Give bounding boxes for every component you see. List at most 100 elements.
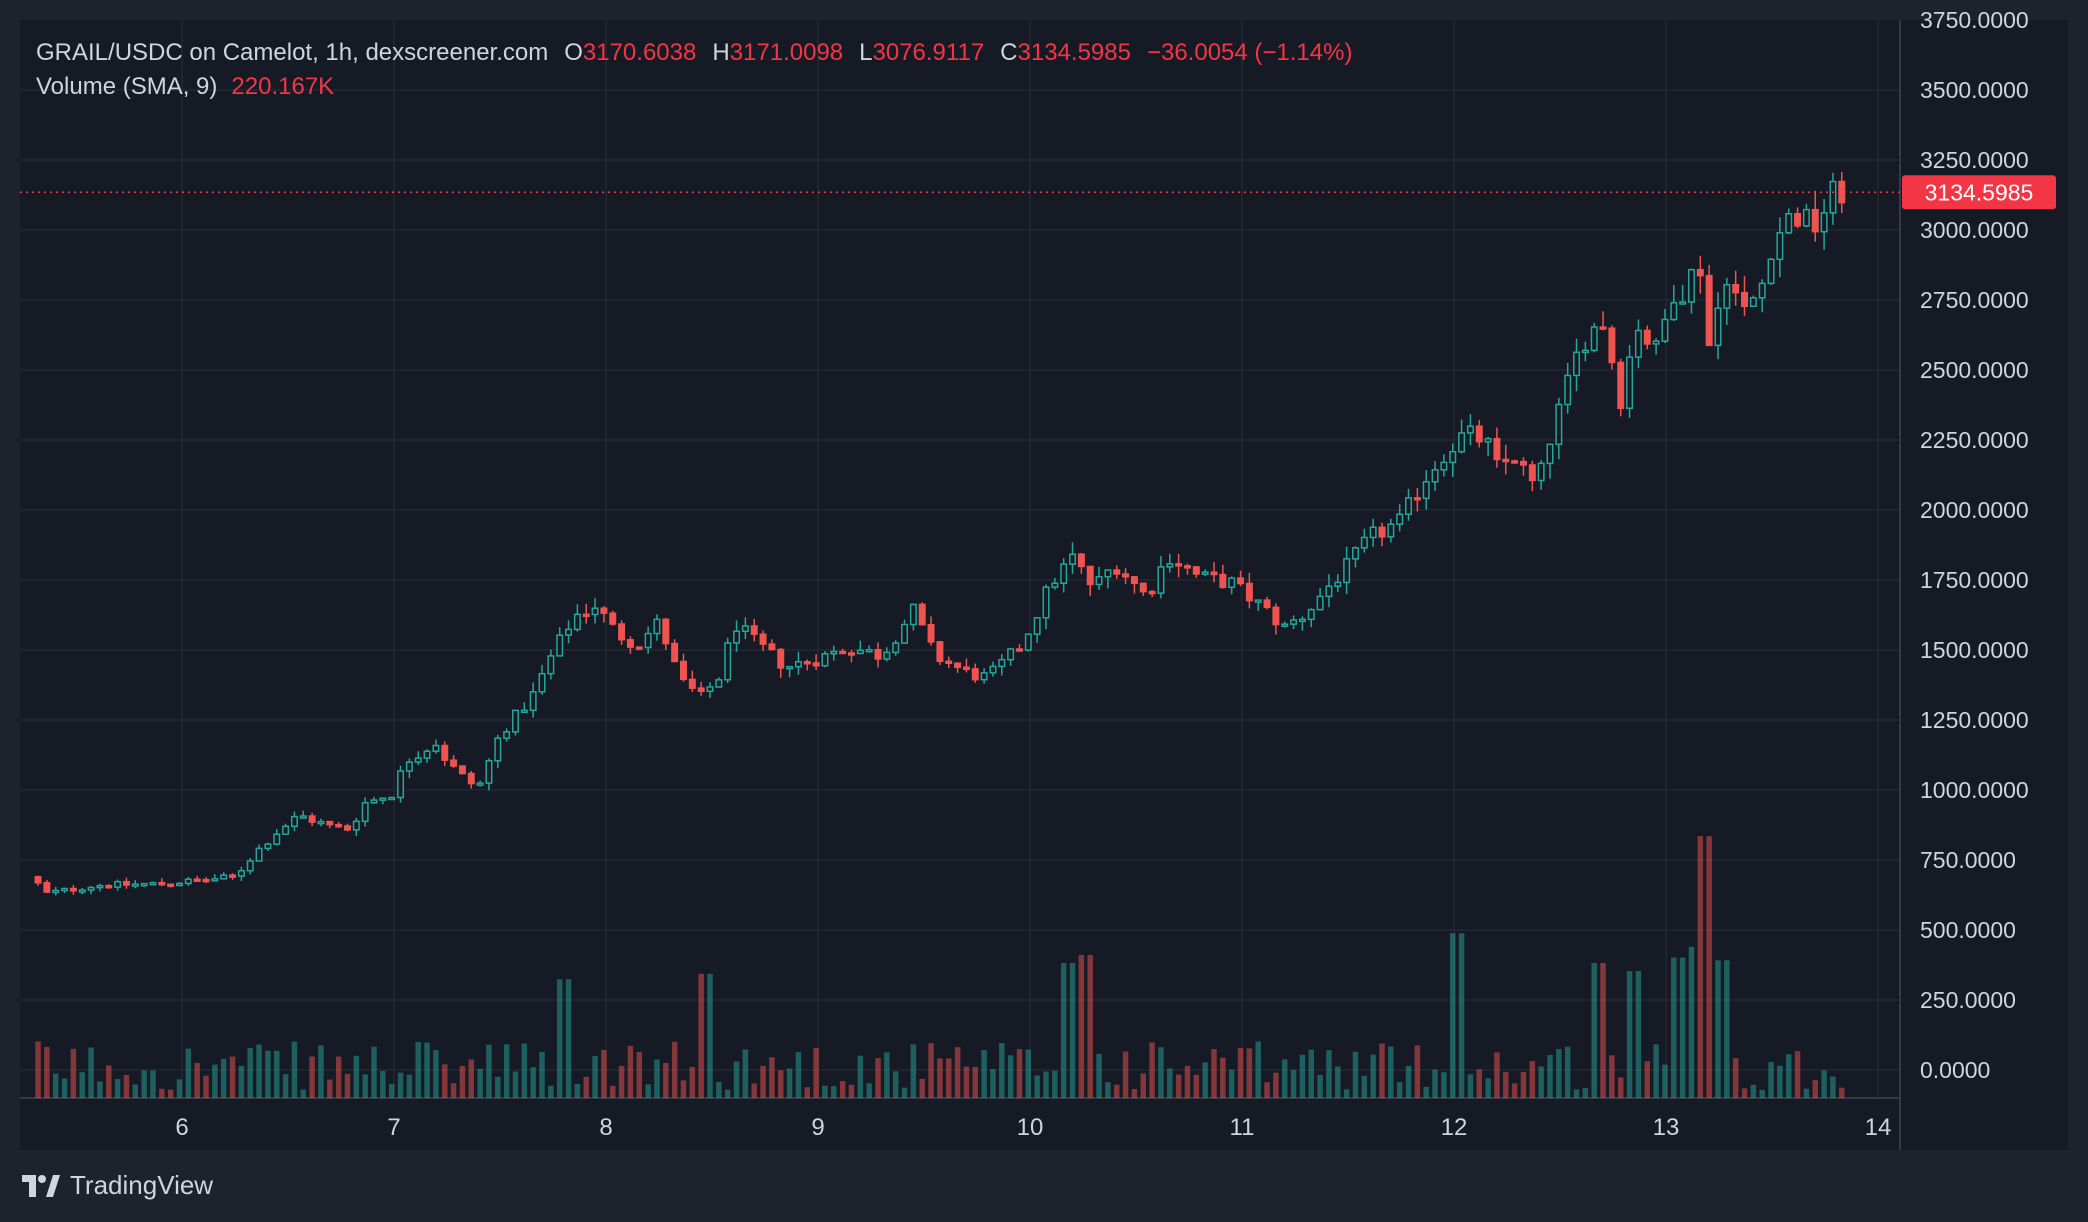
volume-bar	[1547, 1055, 1553, 1098]
volume-bar	[1679, 957, 1686, 1098]
volume-bar	[1777, 1065, 1783, 1098]
volume-bar	[1167, 1068, 1173, 1098]
volume-bar	[654, 1059, 660, 1098]
candle-body	[600, 607, 608, 614]
volume-bar	[1520, 1072, 1527, 1098]
candle-body	[1458, 432, 1466, 453]
volume-bar	[1096, 1053, 1102, 1098]
volume-bar	[1644, 1061, 1650, 1098]
candle-body	[1122, 573, 1130, 578]
candle-body	[43, 882, 51, 893]
volume-bar	[318, 1045, 324, 1098]
volume-bar	[1662, 1064, 1668, 1098]
candle-body	[1157, 566, 1165, 594]
tradingview-branding[interactable]: TradingView	[20, 1170, 213, 1201]
volume-bar	[1122, 1051, 1129, 1098]
candle-body	[847, 652, 855, 656]
volume-bar	[1140, 1073, 1147, 1098]
volume-bar	[1715, 960, 1721, 1098]
candle-body	[1723, 283, 1731, 309]
high-label: H	[712, 39, 730, 66]
candle-body	[1449, 450, 1457, 464]
volume-bar	[689, 1066, 696, 1098]
volume-bar	[1184, 1065, 1191, 1098]
candle-body	[538, 672, 546, 693]
volume-bar	[123, 1074, 130, 1098]
volume-bar	[424, 1042, 430, 1098]
volume-bar	[1078, 954, 1085, 1098]
volume-bar	[1149, 1042, 1155, 1098]
volume-bar	[61, 1078, 68, 1098]
volume-bar	[698, 973, 704, 1098]
volume-bar	[167, 1089, 174, 1098]
volume-bar	[884, 1052, 890, 1098]
volume-bar	[1025, 1049, 1032, 1098]
candle-body	[1086, 565, 1094, 586]
candle-body	[122, 880, 130, 886]
candle-body	[1519, 460, 1527, 466]
volume-bar	[300, 1089, 307, 1098]
volume-bar	[185, 1048, 192, 1098]
candle-body	[1431, 469, 1439, 483]
candle-body	[856, 649, 864, 655]
volume-bar	[1007, 1055, 1014, 1098]
candle-body	[503, 731, 511, 739]
candle-body	[1272, 606, 1280, 626]
candle-body	[317, 820, 325, 825]
candle-body	[1024, 633, 1032, 651]
volume-bar	[88, 1047, 94, 1098]
candle-body	[1626, 356, 1634, 409]
candle-body	[892, 642, 900, 654]
volume-bar	[1423, 1086, 1429, 1098]
volume-bar	[415, 1042, 421, 1098]
candle-body	[1148, 590, 1156, 595]
candle-body	[1511, 460, 1519, 464]
volume-bar	[406, 1074, 413, 1098]
candle-body	[1183, 565, 1191, 569]
volume-bar	[822, 1085, 828, 1098]
candle-body	[644, 632, 652, 649]
volume-bar	[671, 1041, 678, 1098]
volume-bar	[1750, 1084, 1757, 1098]
candle-body	[1687, 268, 1695, 303]
candle-body	[1237, 577, 1245, 585]
volume-bar	[1405, 1065, 1412, 1098]
volume-bar	[1237, 1048, 1244, 1098]
volume-bar	[1052, 1070, 1058, 1098]
volume-bar	[1202, 1062, 1208, 1098]
candle-body	[786, 665, 794, 670]
candle-body	[865, 648, 873, 653]
candle-body	[918, 603, 926, 626]
volume-bar	[1529, 1061, 1536, 1098]
candle-body	[1661, 318, 1669, 342]
candle-body	[1732, 283, 1740, 294]
candle-body	[1581, 349, 1589, 354]
candle-body	[140, 882, 148, 887]
volume-bar	[1326, 1050, 1332, 1098]
candle-body	[78, 889, 86, 893]
volume-bar	[786, 1068, 793, 1098]
low-value: 3076.9117	[872, 39, 985, 66]
volume-bar	[70, 1048, 77, 1098]
candle-body	[467, 772, 475, 785]
volume-bar	[1131, 1089, 1138, 1098]
candle-body	[193, 878, 201, 882]
volume-bar	[866, 1083, 872, 1098]
y-tick-label: 1250.0000	[1920, 707, 2029, 733]
volume-bar	[274, 1050, 280, 1098]
candle-body	[1281, 623, 1289, 627]
x-tick-label: 14	[1865, 1114, 1892, 1141]
candle-body	[1634, 329, 1642, 358]
volume-bar	[194, 1062, 200, 1098]
volume-bar	[1105, 1082, 1111, 1098]
y-tick-label: 2750.0000	[1920, 287, 2029, 313]
volume-bar	[937, 1058, 943, 1098]
x-tick-label: 8	[599, 1114, 612, 1141]
volume-bar	[1335, 1066, 1341, 1098]
volume-bar	[1688, 946, 1695, 1098]
candle-body	[450, 759, 458, 767]
volume-bar	[238, 1065, 245, 1098]
volume-bar	[362, 1074, 368, 1098]
volume-bar	[565, 979, 572, 1098]
